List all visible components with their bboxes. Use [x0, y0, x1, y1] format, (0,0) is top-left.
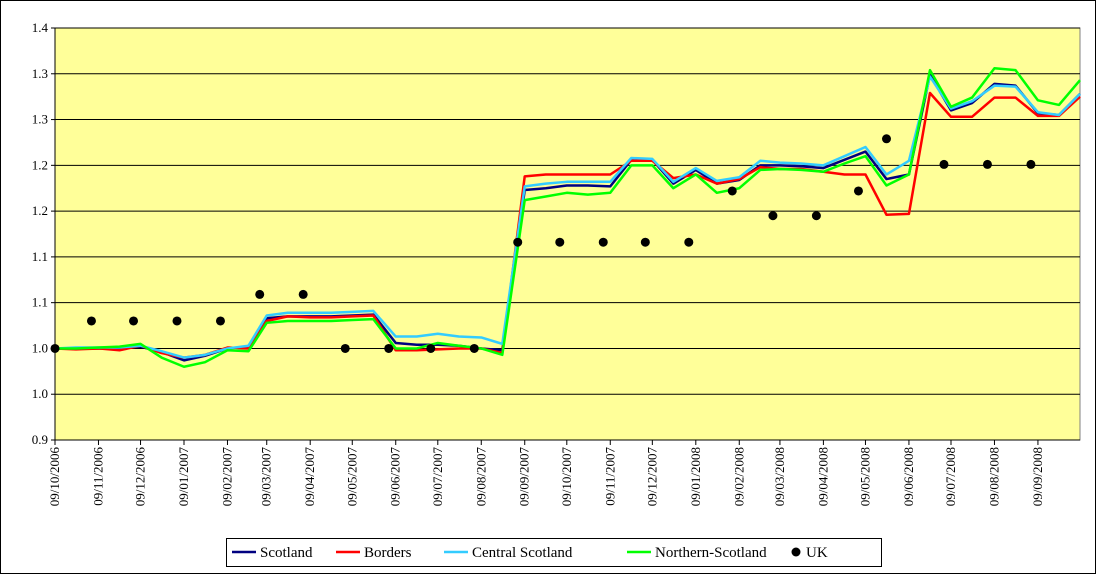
x-tick-label: 09/07/2007 [430, 447, 445, 507]
scatter-point [340, 343, 350, 353]
scatter-point [684, 237, 694, 247]
x-tick-label: 09/02/2008 [731, 447, 746, 506]
scatter-point [598, 237, 608, 247]
y-tick-label: 1.0 [32, 340, 48, 355]
x-tick-label: 09/02/2007 [219, 447, 234, 507]
x-tick-label: 09/04/2008 [815, 447, 830, 506]
x-tick-label: 09/09/2008 [1030, 447, 1045, 506]
legend-label: UK [806, 545, 828, 561]
y-tick-label: 0.9 [32, 432, 48, 447]
scatter-point [640, 237, 650, 247]
x-tick-label: 09/10/2006 [47, 447, 62, 507]
scatter-point [853, 186, 863, 196]
x-tick-label: 09/11/2007 [602, 447, 617, 506]
x-tick-label: 09/08/2007 [473, 447, 488, 507]
legend-box [226, 538, 882, 567]
legend-label: Borders [364, 545, 412, 561]
scatter-point [555, 237, 565, 247]
x-tick-label: 09/01/2007 [176, 447, 191, 507]
scatter-point [298, 289, 308, 299]
y-tick-label: 1.1 [32, 249, 48, 264]
scatter-point [426, 343, 436, 353]
scatter-point [881, 134, 891, 144]
y-tick-label: 1.3 [32, 66, 48, 81]
scatter-point [255, 289, 265, 299]
plot-area: 0.9 1.0 1.0 1.1 1.1 1.2 1.2 1.3 1.3 1.4 09/10/2006… [32, 20, 1081, 507]
scatter-point [86, 316, 96, 326]
legend-label: Scotland [260, 545, 313, 561]
scatter-point [469, 343, 479, 353]
legend: Scotland Borders Central Scotland Northern-… [226, 538, 882, 567]
y-tick-label: 1.0 [32, 386, 48, 401]
x-tick-label: 09/12/2007 [644, 447, 659, 507]
scatter-point [811, 211, 821, 221]
scatter-point [129, 316, 139, 326]
x-tick-label: 09/03/2007 [259, 447, 274, 507]
scatter-point [215, 316, 225, 326]
y-tick-label: 1.3 [32, 112, 48, 127]
y-tick-label: 1.2 [32, 157, 48, 172]
scatter-point [513, 237, 523, 247]
x-tick-label: 09/07/2008 [943, 447, 958, 506]
legend-label: Northern-Scotland [655, 545, 767, 561]
scatter-point [727, 186, 737, 196]
x-tick-label: 09/12/2006 [133, 447, 148, 507]
x-tick-label: 09/10/2007 [559, 447, 574, 507]
y-tick-label: 1.2 [32, 203, 48, 218]
x-tick-label: 09/03/2008 [772, 447, 787, 506]
x-tick-label: 09/06/2007 [388, 447, 403, 507]
x-tick-label: 09/06/2008 [901, 447, 916, 506]
scatter-point [982, 159, 992, 169]
x-tick-label: 09/08/2008 [986, 447, 1001, 506]
x-tick-label: 09/11/2006 [90, 447, 105, 506]
x-tick-label: 09/05/2008 [857, 447, 872, 506]
y-tick-label: 1.4 [32, 20, 49, 35]
scatter-point [939, 159, 949, 169]
y-tick-label: 1.1 [32, 295, 48, 310]
scatter-point [768, 211, 778, 221]
series-line [54, 75, 1081, 359]
plot-background [54, 27, 1081, 441]
x-tick-label: 09/05/2007 [344, 447, 359, 507]
scatter-point [1026, 159, 1036, 169]
x-tick-label: 09/01/2008 [688, 447, 703, 506]
scatter-point [172, 316, 182, 326]
series-line [55, 67, 1081, 369]
scatter-point [50, 343, 60, 353]
x-tick-label: 09/09/2007 [517, 447, 532, 507]
scatter-point [384, 343, 394, 353]
legend-marker [791, 547, 801, 557]
legend-label: Central Scotland [472, 545, 573, 561]
x-tick-label: 09/04/2007 [302, 447, 317, 507]
